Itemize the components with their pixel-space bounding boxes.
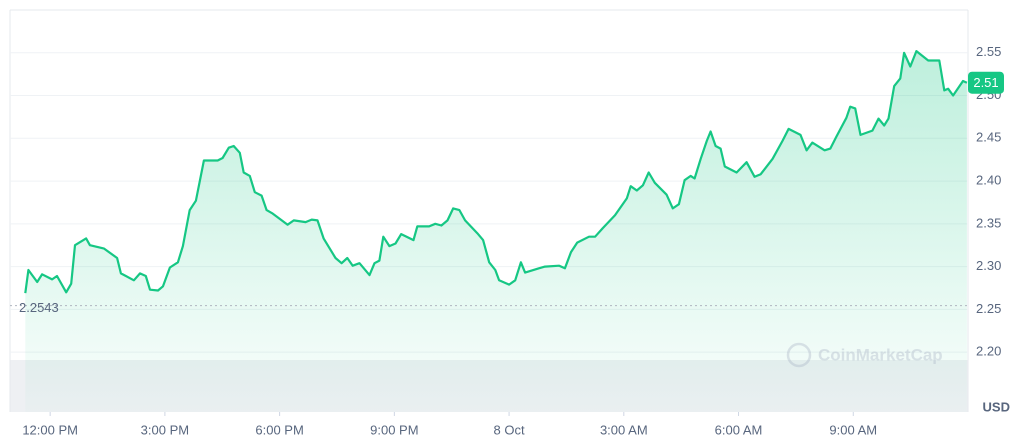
- x-tick-label: 3:00 AM: [600, 422, 648, 437]
- logo: [786, 342, 812, 368]
- reference-label: 2.2543: [19, 300, 59, 315]
- y-tick-label: 2.45: [976, 130, 1001, 145]
- x-tick-label: 8 Oct: [494, 422, 525, 437]
- price-badge: [968, 71, 1004, 94]
- x-tick-label: 6:00 AM: [715, 422, 763, 437]
- x-tick-label: 3:00 PM: [141, 422, 189, 437]
- plot: [10, 50, 968, 412]
- watermark-text: CoinMarketCap: [818, 345, 943, 364]
- y-tick-label: 2.30: [976, 258, 1001, 273]
- y-tick-label: 2.35: [976, 215, 1001, 230]
- x-tick-label: 6:00 PM: [255, 422, 303, 437]
- y-tick-label: 2.20: [976, 344, 1001, 359]
- watermark: CoinMarketCap: [786, 342, 943, 368]
- price-badge-label: 2.51: [973, 75, 998, 90]
- currency: USD: [983, 399, 1010, 414]
- y-tick-label: 2.40: [976, 173, 1001, 188]
- area: [25, 51, 967, 412]
- y-tick-label: 2.55: [976, 44, 1001, 59]
- price-line: [24, 50, 968, 294]
- x-tick-label: 9:00 AM: [829, 422, 877, 437]
- x-tick-label: 12:00 PM: [22, 422, 78, 437]
- x-tick-label: 9:00 PM: [370, 422, 418, 437]
- y-tick-label: 2.25: [976, 301, 1001, 316]
